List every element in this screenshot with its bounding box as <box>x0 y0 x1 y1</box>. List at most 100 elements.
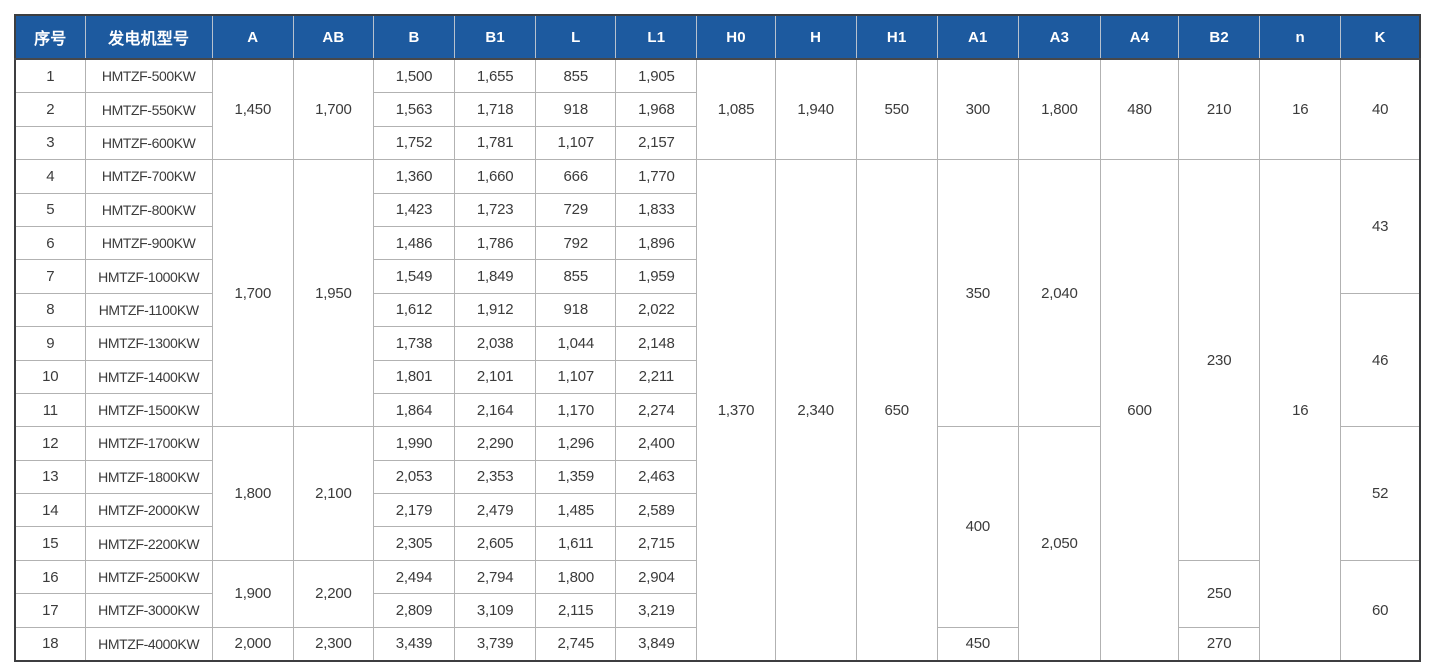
cell-A1: 450 <box>936 626 1019 662</box>
cell-L1: 2,022 <box>615 292 698 328</box>
cell-model: HMTZF-900KW <box>84 225 213 261</box>
cell-B1: 1,660 <box>454 159 537 194</box>
cell-B2: 210 <box>1178 58 1261 161</box>
column-header-model: 发电机型号 <box>84 15 213 60</box>
table-row: 6 HMTZF-900KW 1,486 1,786 792 1,896 <box>14 225 1420 261</box>
column-header-H1: H1 <box>855 15 938 60</box>
table-row: 8 HMTZF-1100KW 1,612 1,912 918 2,022 46 <box>14 292 1421 428</box>
cell-B: 1,563 <box>372 92 456 127</box>
cell-H0: 1,370 <box>696 159 776 662</box>
cell-L: 1,170 <box>535 392 617 428</box>
cell-A: 1,700 <box>211 159 294 428</box>
column-header-A: A <box>211 15 294 60</box>
column-header-A1: A1 <box>936 15 1019 60</box>
cell-AB: 2,200 <box>292 559 374 628</box>
cell-B1: 1,655 <box>454 58 537 94</box>
cell-L1: 2,463 <box>615 459 698 495</box>
cell-L: 1,107 <box>535 359 617 394</box>
column-header-A3: A3 <box>1017 15 1101 60</box>
cell-L: 2,745 <box>535 626 617 662</box>
cell-B1: 2,038 <box>454 326 537 361</box>
cell-B: 3,439 <box>372 626 456 662</box>
cell-B1: 2,605 <box>454 526 537 561</box>
cell-B2: 230 <box>1178 159 1261 561</box>
cell-L1: 2,715 <box>615 526 698 561</box>
cell-model: HMTZF-1700KW <box>84 426 213 461</box>
cell-L1: 2,589 <box>615 493 698 528</box>
cell-B: 1,360 <box>372 159 456 194</box>
cell-model: HMTZF-2500KW <box>84 559 213 595</box>
cell-model: HMTZF-600KW <box>84 125 213 161</box>
cell-A1: 400 <box>936 426 1019 628</box>
cell-AB: 2,100 <box>292 426 374 561</box>
cell-no: 13 <box>14 459 86 495</box>
cell-model: HMTZF-1400KW <box>84 359 213 394</box>
cell-no: 6 <box>14 225 86 261</box>
cell-L1: 3,849 <box>615 626 698 662</box>
cell-L1: 3,219 <box>615 593 698 628</box>
cell-B1: 1,723 <box>454 192 537 227</box>
cell-L: 918 <box>535 92 617 127</box>
cell-B1: 3,109 <box>454 593 537 628</box>
cell-B1: 2,794 <box>454 559 537 595</box>
column-header-B2: B2 <box>1178 15 1260 60</box>
cell-AB: 1,700 <box>292 58 374 161</box>
cell-L: 1,359 <box>535 459 617 495</box>
cell-B: 2,179 <box>372 493 456 528</box>
cell-A3: 1,800 <box>1017 58 1101 161</box>
cell-L1: 1,905 <box>615 58 698 94</box>
table-body: 1 HMTZF-500KW 1,450 1,700 1,500 1,655 855 1,905… <box>14 58 1421 662</box>
cell-L1: 1,833 <box>615 192 698 227</box>
cell-no: 8 <box>14 292 86 328</box>
cell-L1: 1,770 <box>615 159 698 194</box>
cell-H: 2,340 <box>774 159 857 662</box>
cell-model: HMTZF-1000KW <box>84 259 213 294</box>
cell-B1: 1,781 <box>454 125 537 161</box>
cell-A4: 600 <box>1099 159 1180 662</box>
cell-L: 855 <box>535 259 617 294</box>
cell-B: 1,486 <box>372 225 456 261</box>
cell-L1: 2,211 <box>615 359 698 394</box>
cell-L1: 1,959 <box>615 259 698 294</box>
cell-model: HMTZF-3000KW <box>84 593 213 628</box>
cell-K: 40 <box>1340 58 1421 161</box>
cell-L: 918 <box>535 292 617 328</box>
cell-L: 855 <box>535 58 617 94</box>
table-row: 13 HMTZF-1800KW 2,053 2,353 1,359 2,463 <box>14 459 1420 495</box>
cell-A: 1,900 <box>211 559 294 628</box>
cell-L: 1,485 <box>535 493 617 528</box>
cell-B1: 1,849 <box>454 259 537 294</box>
table-row: 4 HMTZF-700KW 1,700 1,950 1,360 1,660 666 1,770… <box>14 159 1421 662</box>
cell-B: 1,549 <box>372 259 456 294</box>
column-header-AB: AB <box>292 15 374 60</box>
cell-H1: 550 <box>855 58 938 161</box>
cell-L1: 1,896 <box>615 225 698 261</box>
cell-model: HMTZF-1300KW <box>84 326 213 361</box>
cell-A: 1,800 <box>211 426 294 561</box>
cell-B: 2,809 <box>372 593 456 628</box>
cell-model: HMTZF-4000KW <box>84 626 213 662</box>
column-header-L1: L1 <box>615 15 697 60</box>
table-row: 12 HMTZF-1700KW 1,800 2,100 1,990 2,290 1,296 2… <box>14 426 1421 662</box>
table-row: 2 HMTZF-550KW 1,563 1,718 918 1,968 <box>14 92 1420 127</box>
cell-no: 9 <box>14 326 86 361</box>
cell-B: 2,305 <box>372 526 456 561</box>
cell-B1: 2,353 <box>454 459 537 495</box>
column-header-B1: B1 <box>454 15 536 60</box>
cell-no: 17 <box>14 593 86 628</box>
cell-L1: 2,157 <box>615 125 698 161</box>
cell-L1: 2,400 <box>615 426 698 461</box>
cell-B: 1,990 <box>372 426 456 461</box>
cell-L: 1,296 <box>535 426 617 461</box>
cell-L1: 2,274 <box>615 392 698 428</box>
cell-L1: 1,968 <box>615 92 698 127</box>
cell-no: 18 <box>14 626 86 662</box>
table-row: 3 HMTZF-600KW 1,752 1,781 1,107 2,157 <box>14 125 1420 161</box>
cell-B1: 2,479 <box>454 493 537 528</box>
cell-L: 666 <box>535 159 617 194</box>
table-row: 10 HMTZF-1400KW 1,801 2,101 1,107 2,211 <box>14 359 1420 394</box>
cell-no: 7 <box>14 259 86 294</box>
cell-K: 46 <box>1340 292 1421 428</box>
header-row: 序号 发电机型号 A AB B B1 L L1 H0 H H1 A1 A3 A4 B2 n K <box>15 15 1420 60</box>
cell-no: 1 <box>14 58 86 94</box>
